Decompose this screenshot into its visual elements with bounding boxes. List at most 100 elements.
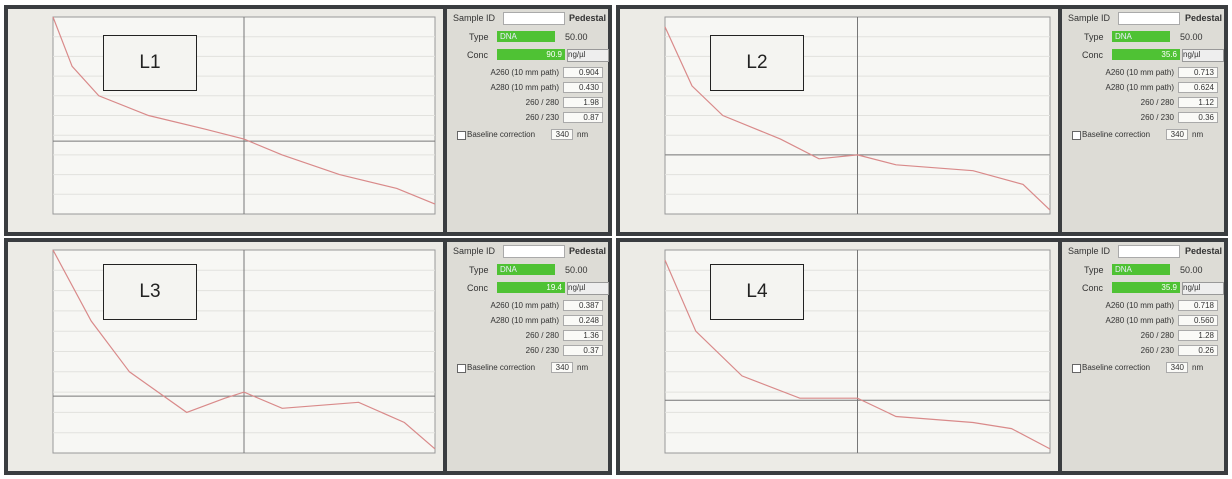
metric-label: 260 / 230 — [526, 346, 559, 355]
sample-id-label: Sample ID — [453, 246, 495, 256]
sample-id-input — [1118, 245, 1180, 258]
plot-area: L4 — [620, 242, 1058, 471]
metric-label: A280 (10 mm path) — [1106, 83, 1174, 92]
metric-label: A280 (10 mm path) — [491, 83, 559, 92]
spectrum-plot — [8, 242, 443, 471]
sample-label-box: L1 — [103, 35, 197, 91]
metric-label: A280 (10 mm path) — [1106, 316, 1174, 325]
spectrum-plot — [8, 9, 443, 232]
conc-field: 35.6 — [1112, 49, 1180, 60]
type-field: DNA — [1112, 264, 1170, 275]
screen-collage: L1Sample IDPedestalTypeDNA50.00Conc90.9n… — [0, 0, 1232, 479]
type-field: DNA — [497, 264, 555, 275]
factor: 50.00 — [565, 265, 588, 275]
unit-dropdown: ng/µl — [1182, 282, 1224, 295]
baseline-unit: nm — [1192, 363, 1203, 372]
baseline-label: Baseline correction — [467, 363, 535, 372]
conc-field: 90.9 — [497, 49, 565, 60]
sample-id-input — [1118, 12, 1180, 25]
sample-id-label: Sample ID — [453, 13, 495, 23]
factor: 50.00 — [565, 32, 588, 42]
metric-label: 260 / 280 — [526, 98, 559, 107]
baseline-checkbox — [457, 131, 466, 140]
measure-mode: Pedestal — [1185, 13, 1222, 23]
sample-label-box: L3 — [103, 264, 197, 320]
spectrum-plot — [620, 9, 1058, 232]
sample-id-label: Sample ID — [1068, 13, 1110, 23]
type-label: Type — [1084, 265, 1104, 275]
baseline-checkbox — [1072, 131, 1081, 140]
metric-label: 260 / 280 — [526, 331, 559, 340]
type-field: DNA — [497, 31, 555, 42]
metric-value: 0.560 — [1178, 315, 1218, 326]
plot-area: L2 — [620, 9, 1058, 232]
factor: 50.00 — [1180, 265, 1203, 275]
metric-value: 0.718 — [1178, 300, 1218, 311]
baseline-unit: nm — [577, 130, 588, 139]
conc-label: Conc — [1082, 50, 1103, 60]
metric-value: 1.36 — [563, 330, 603, 341]
metric-value: 0.248 — [563, 315, 603, 326]
metric-label: 260 / 230 — [1141, 346, 1174, 355]
sample-id-input — [503, 12, 565, 25]
unit-dropdown: ng/µl — [567, 282, 609, 295]
conc-field: 35.9 — [1112, 282, 1180, 293]
metric-value: 0.430 — [563, 82, 603, 93]
metric-value: 1.98 — [563, 97, 603, 108]
metric-value: 1.28 — [1178, 330, 1218, 341]
sample-label-box: L2 — [710, 35, 804, 91]
measure-mode: Pedestal — [569, 13, 606, 23]
baseline-value: 340 — [1166, 129, 1188, 140]
baseline-unit: nm — [577, 363, 588, 372]
type-label: Type — [469, 265, 489, 275]
metric-label: A260 (10 mm path) — [1106, 301, 1174, 310]
unit-dropdown: ng/µl — [567, 49, 609, 62]
sample-label-box: L4 — [710, 264, 804, 320]
metric-label: A280 (10 mm path) — [491, 316, 559, 325]
metric-value: 0.87 — [563, 112, 603, 123]
type-field: DNA — [1112, 31, 1170, 42]
metric-value: 0.36 — [1178, 112, 1218, 123]
metric-value: 0.713 — [1178, 67, 1218, 78]
unit-dropdown: ng/µl — [1182, 49, 1224, 62]
baseline-checkbox — [1072, 364, 1081, 373]
conc-label: Conc — [467, 50, 488, 60]
metric-label: 260 / 230 — [526, 113, 559, 122]
metric-value: 0.387 — [563, 300, 603, 311]
type-label: Type — [469, 32, 489, 42]
metric-value: 0.26 — [1178, 345, 1218, 356]
metric-label: 260 / 280 — [1141, 331, 1174, 340]
baseline-label: Baseline correction — [467, 130, 535, 139]
baseline-label: Baseline correction — [1082, 363, 1150, 372]
measure-mode: Pedestal — [569, 246, 606, 256]
baseline-checkbox — [457, 364, 466, 373]
plot-area: L3 — [8, 242, 443, 471]
baseline-value: 340 — [1166, 362, 1188, 373]
metric-value: 1.12 — [1178, 97, 1218, 108]
baseline-label: Baseline correction — [1082, 130, 1150, 139]
metric-label: 260 / 230 — [1141, 113, 1174, 122]
type-label: Type — [1084, 32, 1104, 42]
spectrum-plot — [620, 242, 1058, 471]
conc-label: Conc — [467, 283, 488, 293]
metric-value: 0.904 — [563, 67, 603, 78]
measure-mode: Pedestal — [1185, 246, 1222, 256]
metric-label: A260 (10 mm path) — [491, 301, 559, 310]
metric-value: 0.624 — [1178, 82, 1218, 93]
plot-area: L1 — [8, 9, 443, 232]
factor: 50.00 — [1180, 32, 1203, 42]
metric-label: A260 (10 mm path) — [491, 68, 559, 77]
sample-id-label: Sample ID — [1068, 246, 1110, 256]
baseline-value: 340 — [551, 362, 573, 373]
baseline-unit: nm — [1192, 130, 1203, 139]
metric-label: A260 (10 mm path) — [1106, 68, 1174, 77]
conc-field: 19.4 — [497, 282, 565, 293]
metric-value: 0.37 — [563, 345, 603, 356]
